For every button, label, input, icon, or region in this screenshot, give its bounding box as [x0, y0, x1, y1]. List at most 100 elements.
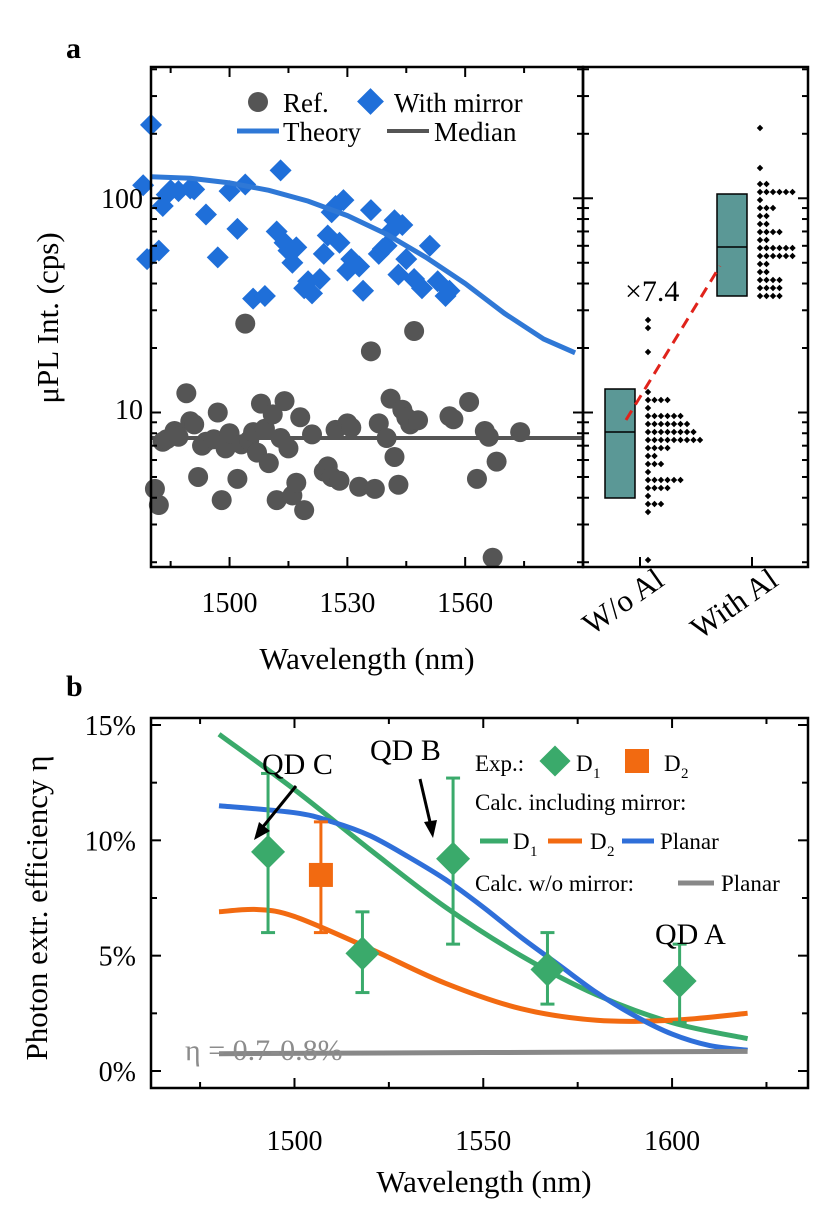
ref-point-43	[349, 476, 370, 497]
with-al-dot-31	[763, 252, 770, 260]
legend-median-label: Median	[434, 117, 517, 147]
without-al-dot-41	[657, 444, 665, 452]
with-al-dot-29	[789, 244, 796, 252]
without-al-dot-2	[644, 348, 652, 356]
ref-point-34	[294, 500, 315, 521]
ref-point-45	[364, 478, 385, 499]
with-al-dot-27	[776, 244, 783, 252]
without-al-dot-39	[644, 444, 652, 452]
without-al-dot-60	[644, 500, 652, 508]
with-al-dot-41	[763, 276, 770, 284]
b-x-tick-label-1550: 1550	[455, 1126, 511, 1157]
with-al-dot-42	[769, 276, 777, 284]
y-tick-label-10: 10	[115, 395, 143, 426]
arrow-qd-c-head	[254, 822, 270, 840]
without-al-dot-51	[657, 476, 665, 484]
ref-point-15	[215, 438, 236, 459]
with-al-dot-6	[769, 188, 777, 196]
annotation-qd-a: QD A	[655, 918, 726, 951]
legend-calc-d1-label: D	[513, 829, 530, 854]
without-al-dot-36	[683, 436, 691, 444]
mirror-point-43	[387, 263, 410, 286]
with-al-dot-50	[769, 292, 777, 300]
mirror-point-31	[328, 231, 351, 254]
legend-mirror-marker	[357, 88, 384, 115]
panel-a-ticks	[151, 67, 584, 567]
experimental-points	[251, 771, 697, 1025]
mirror-point-18	[269, 159, 292, 182]
with-al-dot-28	[782, 244, 790, 252]
without-al-dot-38	[696, 436, 704, 444]
exp-d1-point-3	[530, 952, 565, 987]
panel-a-x-axis-title: Wavelength (nm)	[259, 641, 474, 676]
with-al-dot-21	[776, 228, 783, 236]
with-al-dot-1	[756, 164, 764, 172]
without-al-dot-3	[644, 388, 652, 396]
without-al-dot-9	[644, 412, 652, 420]
with-al-dot-30	[756, 252, 764, 260]
ref-point-17	[227, 468, 248, 489]
panel-b-y-axis-title: Photon extr. efficiency η	[19, 756, 54, 1061]
beeswarm-with-al	[756, 124, 796, 300]
without-al-dot-33	[664, 436, 671, 444]
arrow-qd-b	[418, 778, 432, 823]
ref-point-42	[341, 417, 362, 438]
without-al-dot-21	[683, 420, 691, 428]
without-al-dot-13	[670, 412, 678, 420]
mirror-point-9	[183, 178, 206, 201]
legend-exp-label: Exp.:	[475, 751, 524, 776]
ref-point-9	[188, 466, 209, 487]
ref-point-58	[459, 391, 480, 412]
arrow-qd-c	[260, 785, 298, 829]
annotation-eta-range: η = 0.7-0.8%	[185, 1034, 343, 1067]
ref-point-30	[278, 438, 299, 459]
without-al-dot-35	[677, 436, 684, 444]
y-tick-label-100: 100	[101, 184, 143, 215]
without-al-dot-18	[664, 420, 671, 428]
mirror-point-36	[352, 279, 375, 302]
legend-calc-d1-subscript: 1	[530, 844, 538, 860]
panel-a-box-plot: ×7.4 W/o Al With Al	[576, 65, 810, 646]
without-al-dot-11	[657, 412, 665, 420]
legend-exp-d2-label: D	[664, 751, 681, 776]
without-al-dot-8	[644, 404, 652, 412]
mirror-point-35	[348, 255, 371, 278]
without-al-dot-31	[651, 436, 658, 444]
without-al-dot-47	[657, 460, 665, 468]
panel-b-y-tick-labels: 0% 5% 10% 15%	[85, 711, 136, 1088]
annotation-qd-c: QD C	[262, 748, 333, 781]
with-al-dot-43	[776, 276, 783, 284]
legend-ref-marker	[248, 92, 268, 112]
box-without-al	[604, 388, 636, 499]
without-al-dot-29	[690, 428, 697, 436]
without-al-dot-15	[644, 420, 652, 428]
without-al-dot-6	[657, 396, 665, 404]
b-x-tick-label-1600: 1600	[644, 1126, 700, 1157]
with-al-dot-19	[763, 228, 770, 236]
ref-point-33	[290, 407, 311, 428]
calc-no-mirror-planar-curve	[218, 1048, 748, 1057]
without-al-dot-56	[651, 484, 658, 492]
without-al-dot-61	[651, 500, 658, 508]
mirror-point-13	[226, 217, 249, 240]
category-label-without-al: W/o Al	[576, 561, 670, 642]
without-al-dot-64	[644, 556, 652, 564]
category-label-with-al: With Al	[684, 561, 784, 646]
ref-point-44	[360, 341, 381, 362]
beeswarm-without-al	[644, 316, 704, 564]
panel-a-scatter-plot: 1500 1530 1560 100 10 μPL Int. (cps) Wavel…	[30, 65, 585, 676]
ref-point-62	[482, 547, 503, 568]
ref-point-50	[388, 474, 409, 495]
mirror-point-37	[359, 199, 382, 222]
without-al-dot-4	[644, 396, 652, 404]
ref-point-59	[466, 468, 487, 489]
arrow-qd-b-head	[424, 820, 437, 838]
with-al-dot-14	[756, 212, 764, 220]
legend-calc-d2-label: D	[590, 829, 607, 854]
ref-point-40	[329, 470, 350, 491]
without-al-dot-63	[644, 508, 652, 516]
without-al-dot-43	[644, 452, 652, 460]
b-y-tick-label-10: 10%	[85, 826, 136, 857]
with-al-dot-22	[756, 236, 764, 244]
box-panel-ticks	[583, 68, 808, 567]
